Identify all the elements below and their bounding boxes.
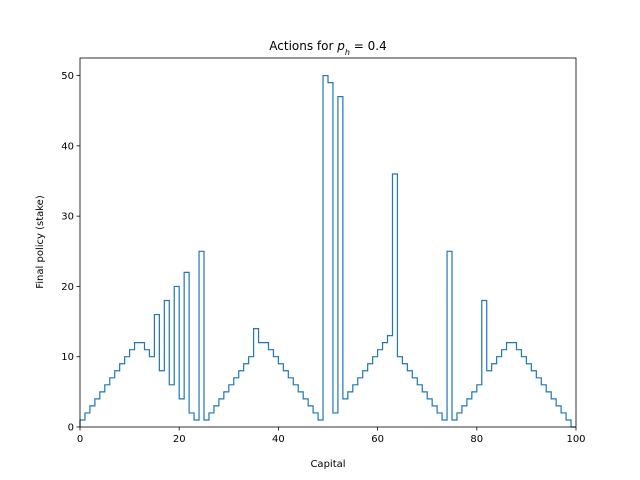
series-policy-line: [79, 74, 576, 428]
x-axis-label: Capital: [310, 459, 345, 470]
y-axis-label: Final policy (stake): [35, 195, 46, 289]
y-tick-label-20: 20: [61, 282, 74, 293]
axes-frame: [79, 57, 577, 428]
chart-title: Actions for ph = 0.4: [269, 39, 386, 57]
x-tick-label-0: 0: [77, 434, 83, 445]
axes: 0 20 40 60 80 100 0 10 20 30 40 50: [61, 57, 586, 445]
x-tick-label-80: 80: [470, 434, 483, 445]
x-tick-label-40: 40: [272, 434, 285, 445]
y-tick-label-10: 10: [61, 352, 74, 363]
x-tick-label-60: 60: [371, 434, 384, 445]
y-tick-label-40: 40: [61, 141, 74, 152]
plot-area: [79, 74, 576, 428]
x-tick-label-100: 100: [566, 434, 585, 445]
x-tick-label-20: 20: [173, 434, 186, 445]
y-tick-label-50: 50: [61, 71, 74, 82]
y-tick-label-0: 0: [68, 423, 74, 434]
y-tick-label-30: 30: [61, 212, 74, 223]
